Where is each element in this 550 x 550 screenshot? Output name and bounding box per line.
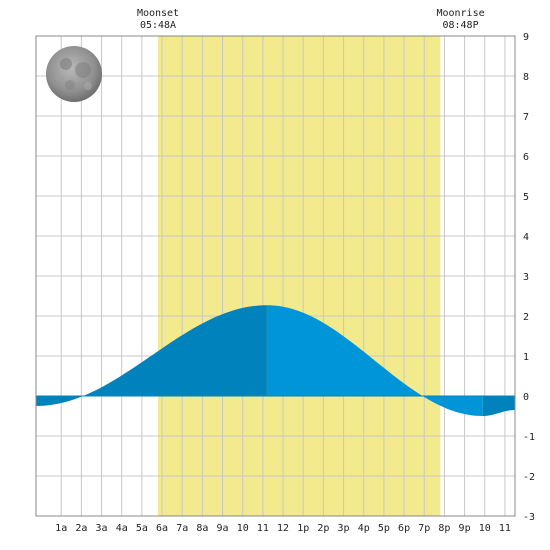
x-tick-label: 7a xyxy=(176,523,188,534)
x-tick-label: 5a xyxy=(136,523,148,534)
y-tick-label: -3 xyxy=(523,512,535,523)
y-tick-label: 0 xyxy=(523,392,529,403)
x-tick-label: 2p xyxy=(317,523,329,534)
y-tick-label: -2 xyxy=(523,472,535,483)
y-tick-label: 6 xyxy=(523,152,529,163)
y-axis-labels: -3 -2 -1 0 1 2 3 4 5 6 7 8 9 xyxy=(523,32,535,523)
x-tick-label: 4a xyxy=(116,523,128,534)
y-tick-label: 2 xyxy=(523,312,529,323)
x-tick-label: 10 xyxy=(479,523,491,534)
moon-event-time: 08:48P xyxy=(442,20,478,31)
y-tick-label: 5 xyxy=(523,192,529,203)
x-tick-label: 8p xyxy=(438,523,450,534)
moon-phase-icon xyxy=(46,46,102,102)
x-tick-label: 3a xyxy=(96,523,108,534)
y-tick-label: 3 xyxy=(523,272,529,283)
y-tick-label: -1 xyxy=(523,432,535,443)
x-tick-label: 1p xyxy=(297,523,309,534)
x-tick-label: 6a xyxy=(156,523,168,534)
x-tick-label: 4p xyxy=(358,523,370,534)
moon-event-label: Moonrise xyxy=(436,8,484,19)
y-tick-label: 9 xyxy=(523,32,529,43)
y-tick-label: 4 xyxy=(523,232,529,243)
moon-event-label: Moonset xyxy=(137,8,179,19)
x-tick-label: 7p xyxy=(418,523,430,534)
x-tick-label: 6p xyxy=(398,523,410,534)
x-tick-label: 10 xyxy=(237,523,249,534)
x-tick-label: 11 xyxy=(499,523,511,534)
tide-rising-area xyxy=(36,305,267,406)
tide-rising-area xyxy=(482,396,515,416)
x-tick-label: 8a xyxy=(196,523,208,534)
plot-frame xyxy=(35,35,516,517)
y-tick-label: 8 xyxy=(523,72,529,83)
x-axis-labels: 1a 2a 3a 4a 5a 6a 7a 8a 9a 10 11 12 1p 2p 3p 4p 5p 6p 7p 8p… xyxy=(55,523,511,534)
x-tick-label: 3p xyxy=(338,523,350,534)
x-tick-label: 1a xyxy=(55,523,67,534)
tide-falling-area xyxy=(266,305,483,416)
tide-areas xyxy=(36,305,515,416)
x-tick-label: 2a xyxy=(75,523,87,534)
x-tick-label: 9p xyxy=(459,523,471,534)
y-tick-label: 7 xyxy=(523,112,529,123)
moon-event-time: 05:48A xyxy=(140,20,176,31)
x-tick-label: 9a xyxy=(217,523,229,534)
y-tick-label: 1 xyxy=(523,352,529,363)
x-tick-label: 11 xyxy=(257,523,269,534)
x-tick-label: 12 xyxy=(277,523,289,534)
grid-lines xyxy=(36,35,515,517)
x-tick-label: 5p xyxy=(378,523,390,534)
